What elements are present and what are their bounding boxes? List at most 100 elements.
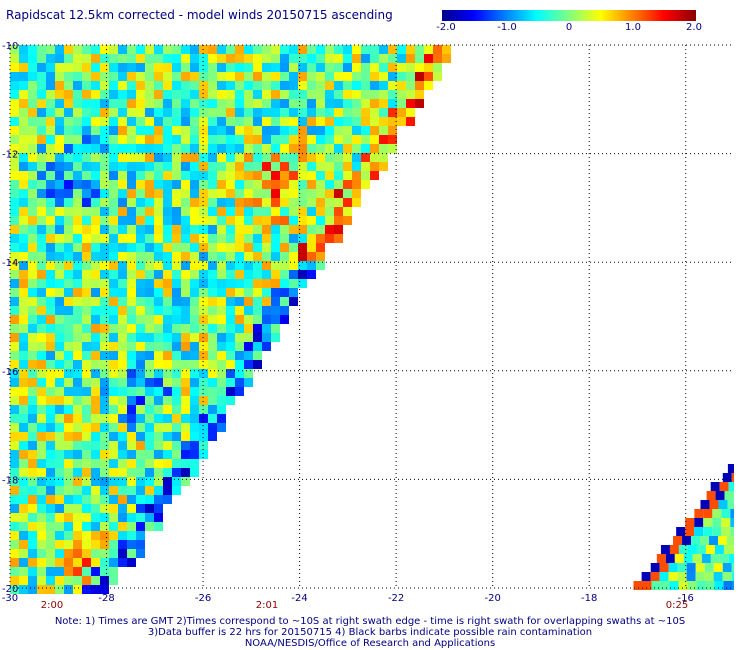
swath-cell [145,423,154,432]
swath-cell [64,351,73,360]
swath-cell [28,108,37,117]
swath-cell [271,207,280,216]
swath-cell [244,360,253,369]
swath-cell [154,108,163,117]
swath-cell [406,90,415,99]
swath-cell [154,207,163,216]
swath-cell [696,545,706,554]
swath-cell [91,369,100,378]
swath-cell [669,545,679,554]
swath-cell [190,324,199,333]
swath-cell [379,117,388,126]
swath-cell [379,144,388,153]
swath-cell [253,207,262,216]
swath-cell [235,144,244,153]
swath-cell [91,504,100,513]
swath-cell [100,180,109,189]
swath-cell [55,180,64,189]
swath-cell [694,527,704,536]
swath-cell [145,279,154,288]
swath-cell [37,279,46,288]
swath-cell [235,315,244,324]
swath-cell [64,108,73,117]
swath-cell [118,261,127,270]
swath-cell [64,540,73,549]
swath-cell [244,279,253,288]
swath-cell [154,216,163,225]
swath-cell [352,153,361,162]
swath-cell [109,306,118,315]
swath-cell [127,261,136,270]
swath-cell [46,72,55,81]
swath-cell [226,117,235,126]
swath-cell [136,45,145,54]
swath-cell [82,387,91,396]
swath-cell [316,189,325,198]
swath-cell [10,315,19,324]
swath-cell [100,189,109,198]
swath-cell [280,153,289,162]
swath-cell [325,108,334,117]
swath-cell [659,572,669,581]
swath-cell [181,45,190,54]
swath-cell [118,333,127,342]
swath-cell [199,180,208,189]
swath-cell [271,180,280,189]
swath-cell [415,81,424,90]
swath-cell [28,441,37,450]
swath-cell [352,117,361,126]
swath-cell [73,450,82,459]
swath-cell [46,63,55,72]
swath-cell [100,369,109,378]
swath-cell [145,495,154,504]
swath-cell [226,270,235,279]
swath-cell [298,180,307,189]
swath-cell [82,252,91,261]
swath-cell [46,450,55,459]
swath-cell [208,135,217,144]
swath-cell [136,126,145,135]
swath-cell [118,540,127,549]
swath-cell [64,171,73,180]
swath-cell [190,90,199,99]
swath-cell [37,162,46,171]
swath-cell [82,450,91,459]
swath-cell [37,576,46,585]
swath-cell [172,99,181,108]
swath-cell [154,45,163,54]
swath-cell [109,342,118,351]
swath-cell [361,144,370,153]
swath-cell [118,351,127,360]
swath-cell [208,207,217,216]
swath-cell [10,162,19,171]
swath-cell [388,135,397,144]
swath-cell [109,108,118,117]
swath-cell [316,171,325,180]
swath-cell [127,306,136,315]
swath-cell [208,378,217,387]
swath-cell [28,477,37,486]
note-line-2: 3)Data buffer is 22 hrs for 20150715 4) … [147,627,593,638]
swath-cell [334,198,343,207]
swath-cell [127,198,136,207]
swath-cell [217,81,226,90]
swath-cell [55,63,64,72]
swath-cell [307,126,316,135]
swath-cell [64,531,73,540]
swath-cell [82,297,91,306]
swath-cell [136,225,145,234]
swath-cell [100,108,109,117]
swath-cell [325,126,334,135]
swath-cell [10,522,19,531]
swath-cell [136,333,145,342]
swath-cell [109,63,118,72]
swath-cell [64,189,73,198]
swath-cell [10,90,19,99]
swath-cell [271,45,280,54]
swath-cell [127,387,136,396]
swath-cell [10,45,19,54]
swath-cell [280,99,289,108]
swath-cell [253,324,262,333]
swath-cell [136,162,145,171]
swath-cell [172,351,181,360]
